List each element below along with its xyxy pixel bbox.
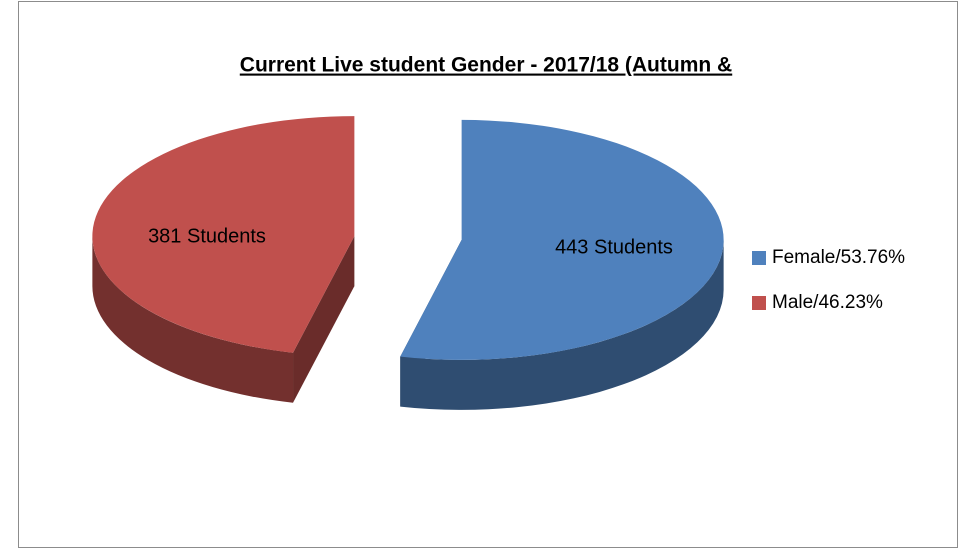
data-label: 381 Students bbox=[148, 225, 266, 247]
legend-label: Male/46.23% bbox=[772, 292, 883, 313]
slice bbox=[400, 119, 724, 360]
slice-side bbox=[92, 236, 294, 403]
legend-swatch bbox=[752, 251, 766, 265]
chart-title: Current Live student Gender - 2017/18 (A… bbox=[240, 54, 732, 77]
legend-swatch bbox=[752, 296, 766, 310]
slice-side bbox=[293, 236, 355, 403]
slice bbox=[92, 116, 355, 353]
slice-side bbox=[400, 239, 724, 410]
legend-label: Female/53.76% bbox=[772, 247, 905, 268]
data-label: 443 Students bbox=[555, 236, 673, 258]
